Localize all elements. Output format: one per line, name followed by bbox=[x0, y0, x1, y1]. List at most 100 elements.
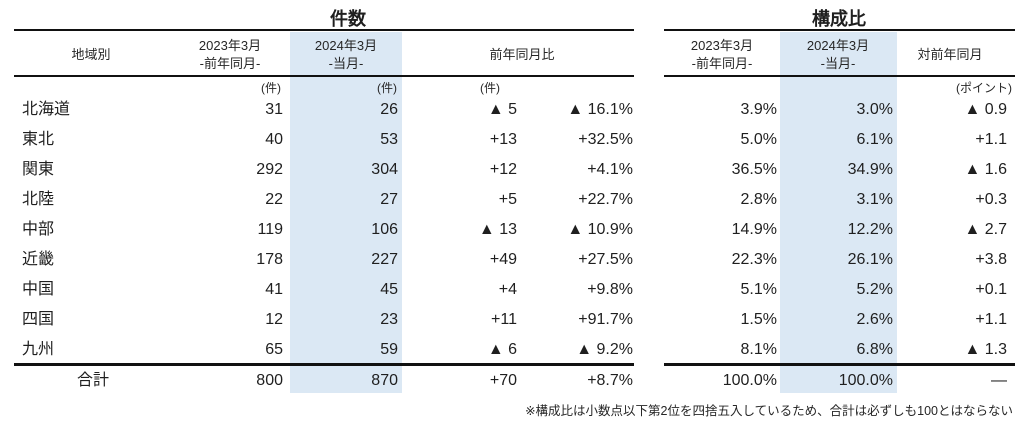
share-2024-value: 26.1% bbox=[847, 251, 893, 268]
count-2024-value: 304 bbox=[371, 161, 398, 178]
unit-label-share-diff: (ポイント) bbox=[956, 81, 1012, 95]
total-count-diff-value: +70 bbox=[489, 372, 517, 389]
share-2024-value: 5.2% bbox=[856, 281, 893, 298]
share-2023-value: 22.3% bbox=[731, 251, 777, 268]
count-2024-value: 45 bbox=[380, 281, 398, 298]
total-share-2023-value: 100.0% bbox=[722, 372, 777, 389]
count-diff-value: +13 bbox=[489, 131, 517, 148]
count-2023-value: 119 bbox=[257, 221, 283, 238]
unit-label-count-2024: (件) bbox=[377, 81, 397, 95]
total-count-2024-value: 870 bbox=[371, 372, 398, 389]
share-2024-value: 6.1% bbox=[856, 131, 893, 148]
region-label: 北陸 bbox=[22, 191, 55, 208]
count-pct-value: +27.5% bbox=[578, 251, 633, 268]
count-2024-value: 59 bbox=[380, 341, 398, 358]
column-header-share-2023: 2023年3月 -前年同月- bbox=[662, 37, 782, 73]
share-diff-value: ▲ 1.6 bbox=[964, 161, 1007, 178]
count-pct-value: +32.5% bbox=[578, 131, 633, 148]
count-pct-value: ▲ 10.9% bbox=[567, 221, 633, 238]
count-pct-value: ▲ 9.2% bbox=[576, 341, 633, 358]
share-2024-value: 12.2% bbox=[847, 221, 893, 238]
count-2023-value: 31 bbox=[265, 101, 283, 118]
region-label: 北海道 bbox=[22, 101, 71, 118]
region-label: 四国 bbox=[22, 311, 55, 328]
total-row: 合計 800 870 +70 +8.7% 100.0% 100.0% — bbox=[0, 367, 1027, 394]
unit-label-count-diff: (件) bbox=[480, 81, 500, 95]
region-label: 九州 bbox=[22, 341, 55, 358]
count-pct-value: +9.8% bbox=[587, 281, 633, 298]
count-2023-value: 65 bbox=[265, 341, 283, 358]
total-share-diff-value: — bbox=[991, 372, 1007, 389]
share-diff-value: ▲ 1.3 bbox=[964, 341, 1007, 358]
table-row: 東北 40 53 +13 +32.5% 5.0% 6.1% +1.1 bbox=[0, 125, 1027, 155]
total-label: 合計 bbox=[76, 372, 109, 389]
divider bbox=[14, 363, 634, 366]
share-2023-value: 3.9% bbox=[740, 101, 777, 118]
share-diff-value: +3.8 bbox=[975, 251, 1007, 268]
count-diff-value: ▲ 6 bbox=[487, 341, 517, 358]
column-header-count-2023-line2: -前年同月- bbox=[199, 56, 261, 72]
total-count-pct-value: +8.7% bbox=[587, 372, 633, 389]
table-row: 中国 41 45 +4 +9.8% 5.1% 5.2% +0.1 bbox=[0, 275, 1027, 305]
total-count-2023-value: 800 bbox=[256, 372, 283, 389]
table-row: 北海道 31 26 ▲ 5 ▲ 16.1% 3.9% 3.0% ▲ 0.9 bbox=[0, 95, 1027, 125]
column-header-share-2024-line1: 2024年3月 bbox=[806, 38, 870, 53]
count-2023-value: 292 bbox=[256, 161, 283, 178]
region-label: 中国 bbox=[22, 281, 55, 298]
column-header-share-2024-line2: -当月- bbox=[820, 56, 856, 72]
share-2024-value: 34.9% bbox=[847, 161, 893, 178]
highlight-column-share-2024 bbox=[780, 32, 897, 393]
table-row: 中部 119 106 ▲ 13 ▲ 10.9% 14.9% 12.2% ▲ 2.… bbox=[0, 215, 1027, 245]
column-header-count-2023: 2023年3月 -前年同月- bbox=[170, 37, 290, 73]
column-header-count-2024-line2: -当月- bbox=[328, 56, 364, 72]
column-header-region: 地域別 bbox=[71, 47, 111, 62]
column-header-count-2024-line1: 2024年3月 bbox=[314, 38, 378, 53]
share-2023-value: 5.1% bbox=[740, 281, 777, 298]
share-diff-value: ▲ 0.9 bbox=[964, 101, 1007, 118]
column-header-share-yoy: 対前年同月 bbox=[917, 47, 983, 62]
share-2023-value: 8.1% bbox=[740, 341, 777, 358]
total-share-2024-value: 100.0% bbox=[838, 372, 893, 389]
share-2023-value: 1.5% bbox=[740, 311, 777, 328]
divider bbox=[664, 363, 1015, 366]
share-diff-value: +1.1 bbox=[975, 311, 1007, 328]
table-row: 関東 292 304 +12 +4.1% 36.5% 34.9% ▲ 1.6 bbox=[0, 155, 1027, 185]
share-2023-value: 5.0% bbox=[740, 131, 777, 148]
divider bbox=[664, 75, 1015, 77]
count-pct-value: +4.1% bbox=[587, 161, 633, 178]
unit-label-count-2023: (件) bbox=[261, 81, 281, 95]
count-2024-value: 23 bbox=[380, 311, 398, 328]
count-diff-value: +5 bbox=[498, 191, 517, 208]
share-2024-value: 2.6% bbox=[856, 311, 893, 328]
column-header-count-2023-line1: 2023年3月 bbox=[198, 38, 262, 53]
section-title-count: 件数 bbox=[330, 9, 366, 29]
count-diff-value: +4 bbox=[498, 281, 517, 298]
divider bbox=[14, 75, 634, 77]
count-2024-value: 106 bbox=[371, 221, 398, 238]
region-label: 関東 bbox=[22, 161, 55, 178]
count-diff-value: ▲ 13 bbox=[478, 221, 517, 238]
count-pct-value: ▲ 16.1% bbox=[567, 101, 633, 118]
count-2024-value: 27 bbox=[380, 191, 398, 208]
count-diff-value: +12 bbox=[489, 161, 517, 178]
table-row: 北陸 22 27 +5 +22.7% 2.8% 3.1% +0.3 bbox=[0, 185, 1027, 215]
footnote: ※構成比は小数点以下第2位を四捨五入しているため、合計は必ずしも100とはならな… bbox=[525, 404, 1013, 418]
table-row: 四国 12 23 +11 +91.7% 1.5% 2.6% +1.1 bbox=[0, 305, 1027, 335]
share-2023-value: 2.8% bbox=[740, 191, 777, 208]
section-title-share: 構成比 bbox=[812, 9, 866, 29]
count-2024-value: 227 bbox=[371, 251, 398, 268]
share-2024-value: 3.1% bbox=[856, 191, 893, 208]
highlight-column-count-2024 bbox=[290, 32, 402, 393]
share-2024-value: 3.0% bbox=[856, 101, 893, 118]
table-row: 九州 65 59 ▲ 6 ▲ 9.2% 8.1% 6.8% ▲ 1.3 bbox=[0, 335, 1027, 365]
divider bbox=[14, 29, 634, 31]
count-pct-value: +22.7% bbox=[578, 191, 633, 208]
count-2023-value: 12 bbox=[265, 311, 283, 328]
column-header-share-2024: 2024年3月 -当月- bbox=[778, 37, 898, 73]
count-2023-value: 40 bbox=[265, 131, 283, 148]
count-diff-value: +11 bbox=[491, 311, 517, 328]
table-row: 近畿 178 227 +49 +27.5% 22.3% 26.1% +3.8 bbox=[0, 245, 1027, 275]
column-header-count-2024: 2024年3月 -当月- bbox=[286, 37, 406, 73]
count-2023-value: 22 bbox=[265, 191, 283, 208]
